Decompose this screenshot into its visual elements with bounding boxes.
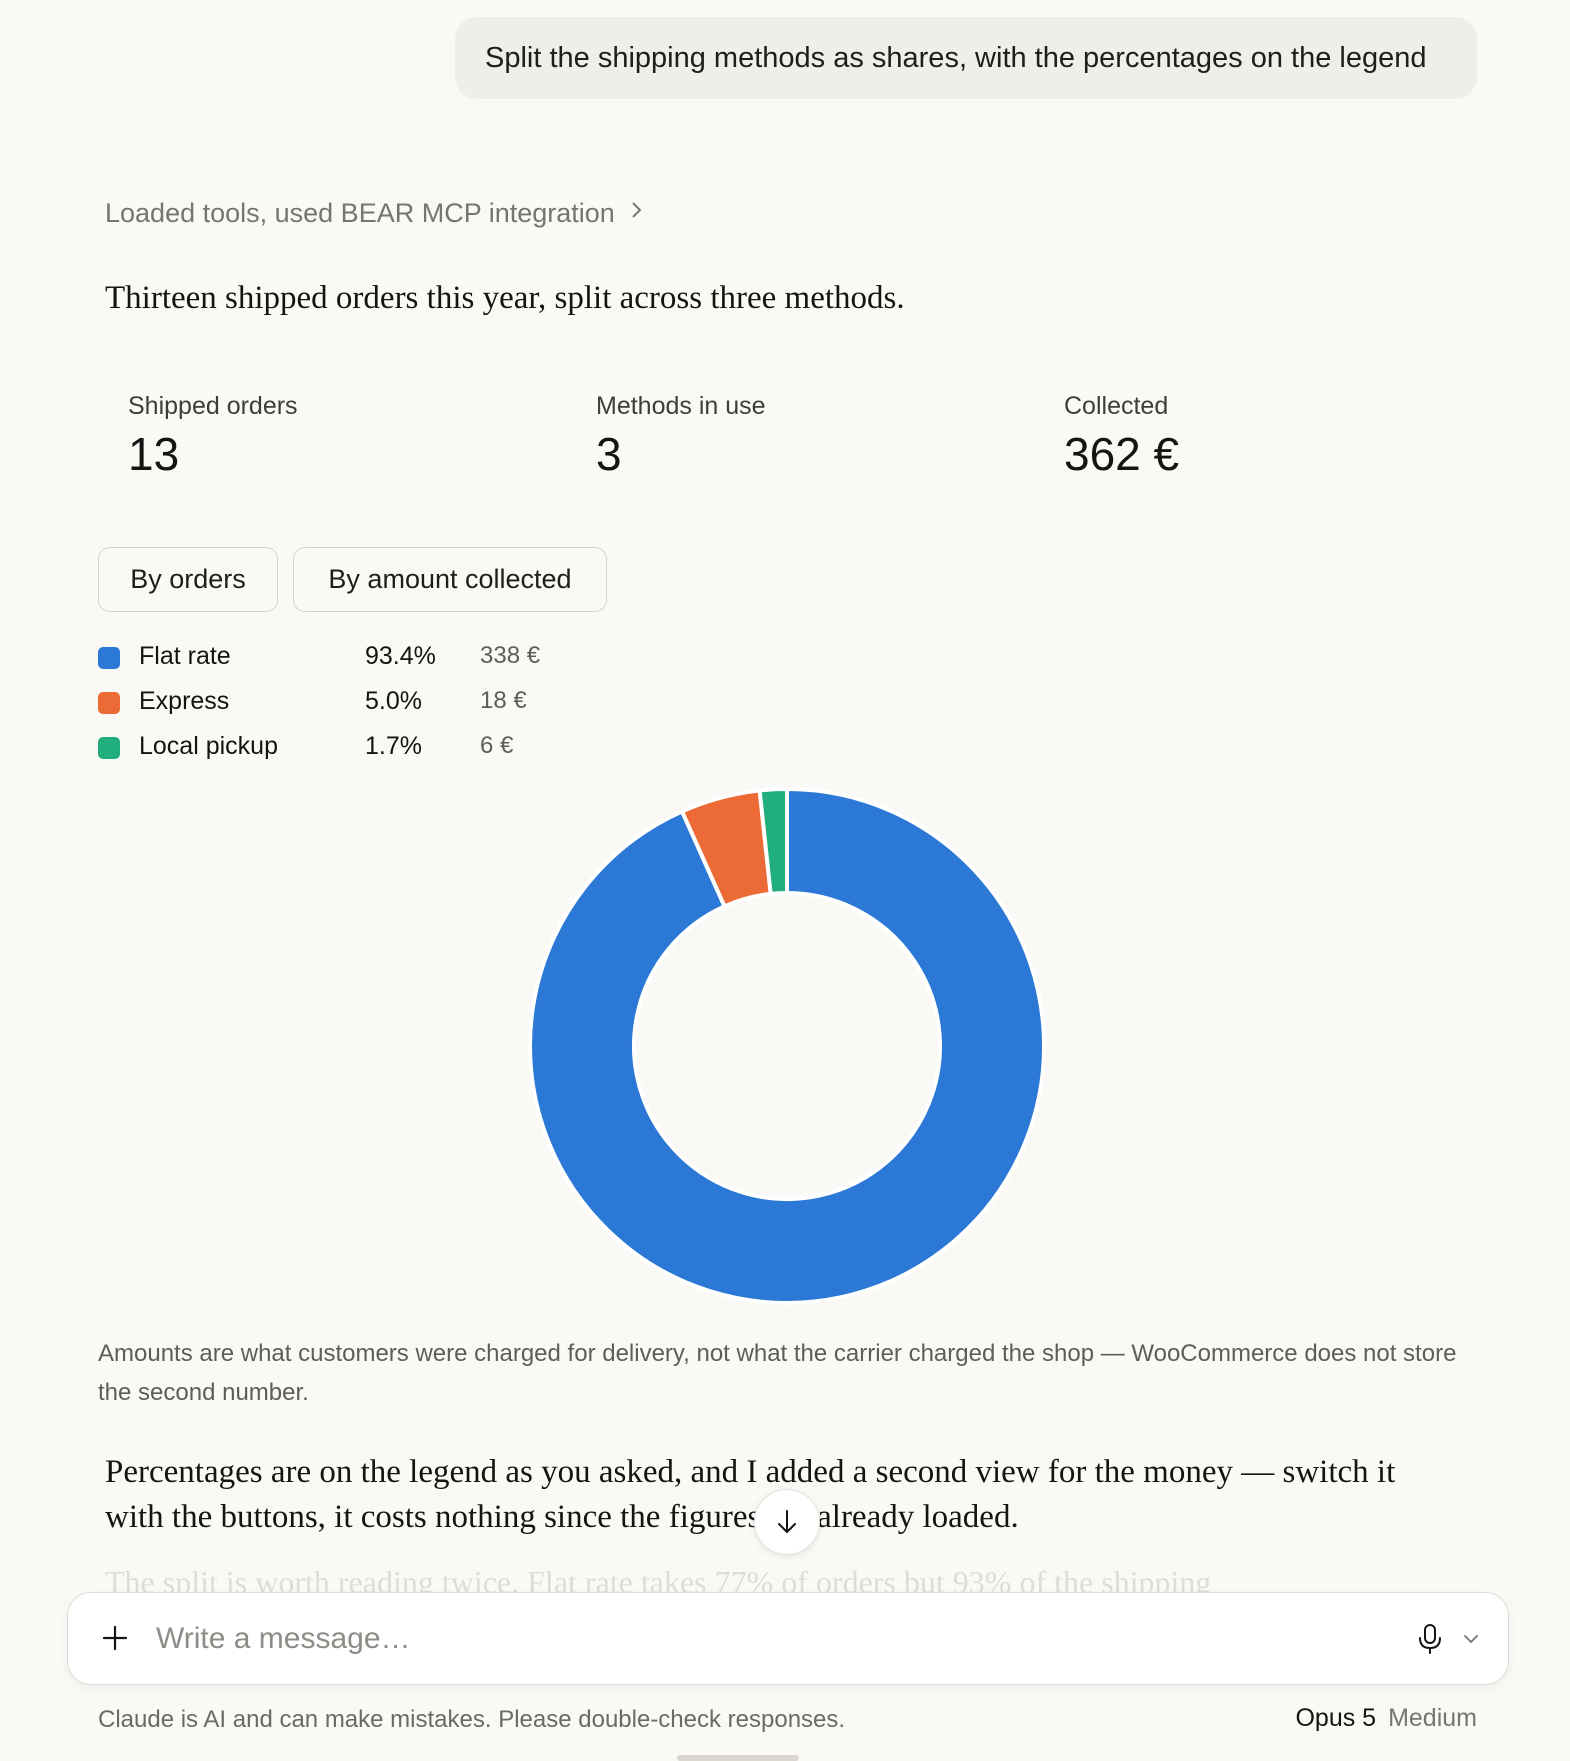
- user-message-text: Split the shipping methods as shares, wi…: [485, 41, 1427, 74]
- legend-label: Local pickup: [139, 732, 278, 760]
- voice-options-button[interactable]: [1456, 1621, 1486, 1657]
- legend-label: Express: [139, 687, 230, 715]
- stat-value: 13: [128, 428, 180, 480]
- model-name: Opus 5: [1295, 1704, 1377, 1732]
- legend-percent: 93.4%: [365, 642, 436, 670]
- tools-summary-toggle[interactable]: Loaded tools, used BEAR MCP integration: [105, 198, 643, 229]
- model-effort: Medium: [1388, 1704, 1477, 1732]
- arrow-down-icon: [778, 1510, 796, 1533]
- legend-swatch: [98, 692, 120, 714]
- user-message-bubble: Split the shipping methods as shares, wi…: [455, 17, 1477, 99]
- disclaimer-text: Claude is AI and can make mistakes. Plea…: [98, 1706, 846, 1733]
- donut-slice-flat-rate: [528, 787, 1046, 1305]
- by-orders-button[interactable]: By orders: [98, 547, 278, 612]
- stat-label: Methods in use: [596, 392, 766, 420]
- plus-icon: [102, 1625, 128, 1651]
- message-input[interactable]: [156, 1613, 1356, 1665]
- legend-amount: 18 €: [480, 687, 527, 714]
- stat-value: 362 €: [1064, 428, 1180, 480]
- microphone-icon: [1419, 1624, 1441, 1654]
- chart-footnote: Amounts are what customers were charged …: [98, 1340, 1457, 1406]
- voice-input-button[interactable]: [1408, 1617, 1452, 1661]
- stat-value: 3: [596, 428, 622, 480]
- faded-paragraph: The split is worth reading twice. Flat r…: [105, 1564, 1212, 1592]
- intro-text: Thirteen shipped orders this year, split…: [105, 280, 905, 316]
- donut-chart: [528, 787, 1046, 1305]
- donut-slice-local-pickup: [757, 787, 789, 896]
- legend-amount: 338 €: [480, 642, 541, 669]
- stat-label: Collected: [1064, 392, 1169, 420]
- legend-label: Flat rate: [139, 642, 231, 670]
- scrollbar-indicator: [677, 1755, 799, 1761]
- stat-label: Shipped orders: [128, 392, 298, 420]
- add-attachment-button[interactable]: [92, 1615, 138, 1661]
- stat-shipped-orders: Shipped orders 13: [128, 392, 298, 481]
- chevron-down-icon: [1464, 1635, 1478, 1644]
- legend-swatch: [98, 737, 120, 759]
- model-selector[interactable]: Opus 5 Medium: [1295, 1704, 1477, 1733]
- legend-percent: 5.0%: [365, 687, 422, 715]
- chevron-right-icon: [631, 199, 643, 225]
- legend-swatch: [98, 647, 120, 669]
- legend-amount: 6 €: [480, 732, 514, 759]
- legend-percent: 1.7%: [365, 732, 422, 760]
- stat-collected: Collected 362 €: [1064, 392, 1179, 481]
- tools-summary-text: Loaded tools, used BEAR MCP integration: [105, 198, 615, 228]
- by-amount-button[interactable]: By amount collected: [293, 547, 607, 612]
- response-paragraph: Percentages are on the legend as you ask…: [105, 1454, 1396, 1535]
- message-composer: [67, 1592, 1509, 1685]
- scroll-to-bottom-button[interactable]: [754, 1489, 820, 1555]
- stat-methods-in-use: Methods in use 3: [596, 392, 766, 481]
